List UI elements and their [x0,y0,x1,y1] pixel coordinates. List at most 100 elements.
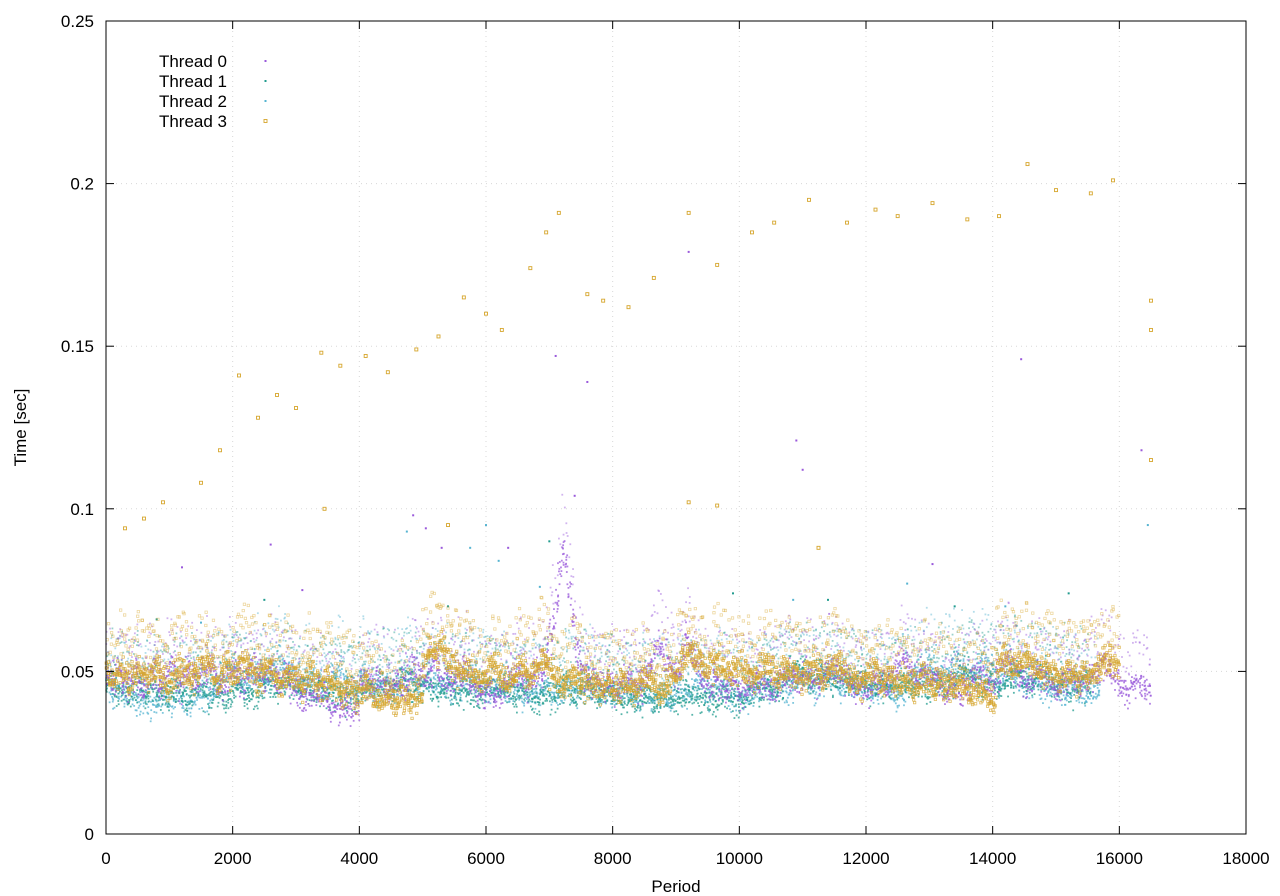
data-point [553,644,556,646]
data-point [256,661,259,663]
data-point [368,633,371,635]
data-point [580,691,583,694]
data-point [306,698,309,701]
data-point [486,635,489,637]
data-point [985,653,987,656]
data-point [186,714,189,716]
data-point [141,699,144,702]
data-point [260,643,263,646]
data-point [891,637,893,640]
data-point [304,643,307,646]
data-point [556,670,559,673]
data-point [256,612,259,615]
data-point [136,695,138,698]
data-point [362,691,364,694]
data-point [697,674,700,677]
data-point [418,646,421,648]
data-point [268,667,271,670]
data-point [925,651,928,654]
data-point [699,678,701,681]
data-point [213,689,215,692]
data-point [413,681,416,684]
data-point [580,636,583,639]
data-point [182,707,185,710]
data-point [788,692,791,694]
data-point [345,675,347,678]
data-point [161,703,164,706]
data-point [317,681,320,684]
data-point [210,639,212,642]
data-point [971,639,974,642]
data-point [671,707,674,710]
data-point [634,663,637,666]
data-point [1048,706,1050,709]
data-point [194,674,197,677]
data-point [184,690,186,693]
data-point [940,664,942,667]
data-point [202,693,205,696]
data-point [431,626,434,629]
data-point [872,694,874,697]
data-point [357,641,360,644]
data-point [1046,695,1048,697]
data-point [427,657,429,660]
data-point [301,657,304,659]
data-point [439,685,442,688]
data-point [382,654,385,656]
data-point [765,682,768,684]
data-point [1059,641,1062,644]
data-point [261,697,264,700]
data-point [141,657,144,659]
data-point [250,698,253,701]
data-point [191,704,194,707]
data-point [961,654,964,657]
data-point [481,673,483,676]
data-point [362,673,365,675]
data-point [371,682,374,684]
data-point [605,652,608,655]
data-point [400,659,402,662]
data-point [877,695,880,698]
data-point [1007,634,1010,637]
data-point [144,707,147,710]
data-point [1080,652,1083,655]
data-point [1094,685,1097,687]
data-point [201,685,204,688]
data-point [319,645,322,648]
data-point [249,654,252,657]
data-point [329,697,332,700]
data-point [468,652,471,655]
data-point [255,663,258,666]
data-point [997,677,1000,680]
data-point [284,691,287,694]
data-point [351,646,354,649]
data-point [310,694,313,697]
data-point [205,693,208,696]
data-point [971,626,974,628]
data-point [172,696,175,699]
data-point [125,699,128,702]
data-point [826,654,829,657]
data-point [125,691,128,693]
data-point [276,618,279,620]
data-point [221,691,223,693]
data-point [158,635,160,638]
data-point [340,655,342,658]
data-point [986,674,989,677]
data-point [473,692,476,695]
data-point [407,690,410,693]
data-point [622,655,625,658]
data-point [273,662,276,665]
data-point [384,676,387,678]
data-point [126,682,128,685]
data-point [617,688,620,691]
data-point [352,645,355,648]
data-point [454,697,457,699]
data-point [922,630,925,632]
data-point [1071,684,1074,686]
data-point [536,692,539,695]
data-point [1030,685,1032,688]
data-point [545,681,548,683]
data-point [271,655,273,657]
data-point [685,691,688,694]
